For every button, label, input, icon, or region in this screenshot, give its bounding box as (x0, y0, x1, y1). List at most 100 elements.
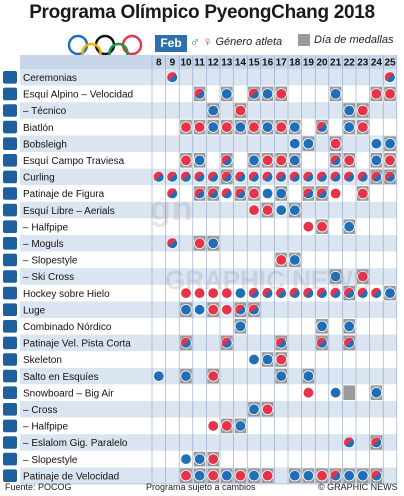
sport-pictogram-icon (3, 104, 17, 117)
women-event-dot (180, 470, 192, 482)
mixed-event-half (180, 171, 190, 181)
men-event-dot (275, 187, 287, 200)
event-name: – Moguls (23, 239, 64, 250)
mixed-event-half (357, 171, 367, 181)
mixed-event-half (275, 337, 285, 347)
men-event-dot (289, 121, 301, 133)
women-event-dot (329, 137, 342, 150)
mixed-event-half (303, 188, 313, 198)
event-name: – Técnico (23, 106, 67, 117)
sport-pictogram-icon (3, 386, 17, 399)
sport-pictogram-icon (3, 320, 17, 333)
header-row (20, 55, 397, 69)
women-event-dot (207, 420, 219, 432)
mixed-event-half (343, 437, 353, 447)
women-event-dot (221, 304, 233, 316)
women-event-dot (207, 453, 219, 465)
men-event-dot (289, 154, 301, 167)
men-event-dot (289, 204, 301, 216)
women-event-dot (193, 287, 206, 299)
women-event-dot (207, 370, 219, 382)
men-event-dot (248, 403, 260, 416)
sport-pictogram-icon (3, 203, 17, 217)
mixed-event-half (330, 287, 340, 297)
men-event-dot (248, 353, 260, 366)
mixed-event-half (371, 287, 381, 297)
mixed-event-half (303, 171, 313, 181)
men-event-dot (343, 320, 355, 333)
event-name: Snowboard – Big Air (23, 388, 114, 399)
women-event-dot (261, 470, 274, 482)
mixed-event-half (194, 88, 204, 98)
women-event-dot (357, 104, 369, 117)
sport-pictogram-icon (3, 270, 17, 283)
sport-pictogram-icon (3, 170, 17, 184)
mixed-event-half (343, 337, 353, 347)
men-event-dot (370, 154, 383, 167)
mixed-event-half (330, 171, 340, 181)
mixed-event-half (167, 171, 177, 181)
men-event-dot (289, 254, 301, 266)
men-event-dot (193, 470, 206, 482)
event-row (20, 384, 397, 401)
mixed-event-half (262, 171, 272, 181)
mixed-event-half (316, 337, 326, 347)
sport-pictogram-icon (3, 336, 17, 350)
day-label: 16 (262, 58, 274, 69)
day-label: 10 (180, 58, 192, 69)
mixed-event-half (262, 287, 272, 297)
day-label: 25 (384, 58, 396, 69)
mixed-event-half (221, 171, 231, 181)
sport-pictogram-icon (3, 154, 17, 167)
mixed-event-half (275, 287, 285, 297)
sport-pictogram-icon (3, 120, 17, 134)
women-event-dot (329, 187, 342, 200)
women-event-dot (275, 353, 287, 366)
women-event-dot (248, 187, 260, 200)
mixed-event-half (248, 171, 258, 181)
mixed-event-half (235, 304, 245, 314)
men-event-dot (248, 154, 260, 167)
event-name: Bobsleigh (23, 139, 67, 150)
women-event-dot (180, 287, 192, 299)
gender-legend-label: Género atleta (215, 35, 283, 48)
men-event-dot (329, 88, 342, 100)
sport-pictogram-icon (3, 220, 17, 233)
women-event-dot (261, 204, 274, 216)
women-event-dot (275, 154, 287, 167)
men-event-dot (302, 370, 315, 382)
mixed-event-half (221, 337, 231, 347)
men-event-dot (329, 270, 342, 283)
footer-source: Fuente: POCOG (5, 482, 72, 492)
medal-legend-label: Día de medallas (314, 34, 394, 46)
mixed-event-half (207, 171, 217, 181)
event-name: Luge (23, 305, 46, 316)
gender-legend: ♂ ♀ Género atleta (190, 34, 282, 49)
mixed-event-half (371, 470, 381, 480)
men-event-dot (234, 320, 247, 333)
men-event-dot (261, 121, 274, 133)
event-name: – Eslalom Gig. Paralelo (23, 438, 128, 449)
men-event-dot (343, 220, 355, 233)
mixed-event-half (343, 287, 353, 297)
men-event-dot (221, 470, 233, 482)
women-event-dot (275, 121, 287, 133)
women-event-dot (302, 387, 315, 399)
sport-pictogram-icon (3, 436, 17, 449)
women-event-dot (275, 254, 287, 266)
event-name: Patinaje Vel. Pista Corta (23, 339, 131, 350)
women-event-dot (357, 187, 369, 200)
men-event-dot (357, 470, 369, 482)
men-event-dot (193, 453, 206, 465)
sport-pictogram-icon (3, 353, 17, 366)
mixed-event-half (289, 171, 299, 181)
men-event-dot (248, 470, 260, 482)
event-row (20, 351, 397, 368)
mixed-event-half (248, 88, 258, 98)
sport-pictogram-icon (3, 369, 17, 383)
men-event-dot (261, 187, 274, 200)
men-event-dot (370, 387, 383, 399)
event-name: Hockey sobre Hielo (23, 289, 110, 300)
event-name: – Halfpipe (23, 222, 68, 233)
